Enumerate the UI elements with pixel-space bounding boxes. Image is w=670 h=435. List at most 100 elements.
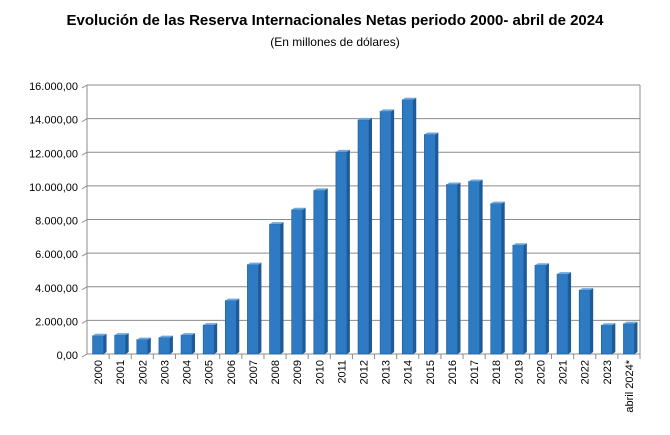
bar-top (358, 117, 372, 120)
bar (291, 209, 303, 355)
gridline-depth (81, 118, 88, 123)
bar-top (579, 288, 594, 291)
bar-top (512, 243, 527, 246)
y-tick-label: 16.000,00 (29, 81, 78, 93)
bar-side (457, 182, 461, 354)
bar (556, 273, 569, 355)
bar-side (236, 298, 240, 354)
bar-top (158, 335, 173, 338)
x-tick-label: 2003 (159, 360, 171, 384)
bar-top (490, 201, 505, 204)
x-tick-label: 2004 (182, 360, 194, 384)
bar-top (601, 323, 616, 326)
bar (92, 335, 104, 355)
bar-side (280, 222, 284, 354)
bar-side (501, 201, 505, 354)
x-tick-label: abril 2024* (624, 359, 636, 412)
bar-side (214, 323, 218, 354)
bar-top (534, 263, 549, 266)
bar-top (623, 321, 638, 324)
bar (335, 151, 348, 355)
x-tick-label: 2008 (270, 360, 282, 384)
bar-top (269, 222, 284, 225)
x-tick-label: 2010 (314, 360, 326, 384)
bar-top (247, 262, 262, 265)
bar (357, 119, 370, 355)
y-tick-label: 8.000,00 (35, 216, 78, 228)
bar (468, 181, 480, 355)
bar (379, 111, 392, 355)
y-tick-label: 0,00 (57, 350, 78, 362)
gridline-depth (81, 252, 88, 257)
bar-side (612, 323, 616, 354)
bar (512, 244, 525, 355)
y-tick-label: 10.000,00 (29, 182, 78, 194)
x-tick-label: 2014 (403, 360, 415, 384)
y-tick-label: 2.000,00 (35, 316, 78, 328)
bar-top (291, 207, 306, 210)
bar (446, 184, 458, 355)
bar (601, 324, 613, 355)
bar (202, 324, 215, 355)
x-tick-label: 2019 (513, 360, 525, 384)
bar (401, 99, 414, 355)
y-tick-label: 4.000,00 (35, 283, 78, 295)
bar-side (634, 321, 638, 354)
x-tick-label: 2000 (93, 360, 105, 384)
gridline-depth (81, 286, 88, 291)
bar (224, 300, 237, 355)
bar-side (369, 117, 372, 354)
bar-top (136, 337, 151, 340)
bar-top (402, 97, 417, 100)
bar (114, 334, 126, 355)
bar-side (523, 243, 527, 354)
bar-top (557, 272, 572, 275)
gridline-depth (81, 84, 88, 89)
x-tick-label: 2007 (248, 360, 260, 384)
x-tick-label: 2002 (137, 360, 149, 384)
x-tick-label: 2023 (602, 360, 614, 384)
bar (136, 339, 149, 355)
bar-side (147, 337, 151, 354)
bar-side (435, 132, 439, 354)
bar-side (258, 262, 262, 354)
x-tick-label: 2016 (447, 360, 459, 384)
x-tick-label: 2017 (469, 360, 481, 384)
bar-top (114, 333, 129, 336)
x-tick-label: 2022 (580, 360, 592, 384)
y-tick-label: 12.000,00 (29, 148, 78, 160)
bar-top (335, 149, 350, 152)
x-tick-label: 2012 (359, 360, 371, 384)
x-tick-label: 2011 (336, 360, 348, 384)
x-tick-label: 2020 (535, 360, 547, 384)
bar-side (545, 263, 549, 354)
y-tick-label: 14.000,00 (29, 115, 78, 127)
bar (623, 323, 635, 355)
bar (269, 223, 281, 355)
bar-side (125, 333, 129, 354)
gridline-depth (81, 353, 88, 358)
bar-side (346, 149, 350, 354)
bar-top (203, 323, 218, 326)
gridline-depth (81, 319, 88, 324)
gridline-depth (81, 151, 88, 156)
gridline-depth (81, 219, 88, 223)
bar-top (424, 132, 439, 135)
x-tick-label: 2013 (381, 360, 393, 384)
bar-side (169, 335, 173, 354)
bar (424, 134, 436, 355)
bar (180, 334, 193, 355)
bar-side (413, 97, 417, 354)
bar-top (313, 188, 328, 191)
x-tick-label: 2015 (425, 360, 437, 384)
bar-top (225, 298, 240, 301)
x-tick-label: 2018 (491, 360, 503, 384)
x-tick-label: 2009 (292, 360, 304, 384)
bar (578, 289, 591, 355)
bar (158, 337, 171, 355)
x-tick-label: 2021 (558, 360, 570, 384)
x-tick-label: 2005 (204, 360, 216, 384)
bar-top (468, 179, 483, 182)
chart-title: Evolución de las Reserva Internacionales… (66, 12, 604, 29)
